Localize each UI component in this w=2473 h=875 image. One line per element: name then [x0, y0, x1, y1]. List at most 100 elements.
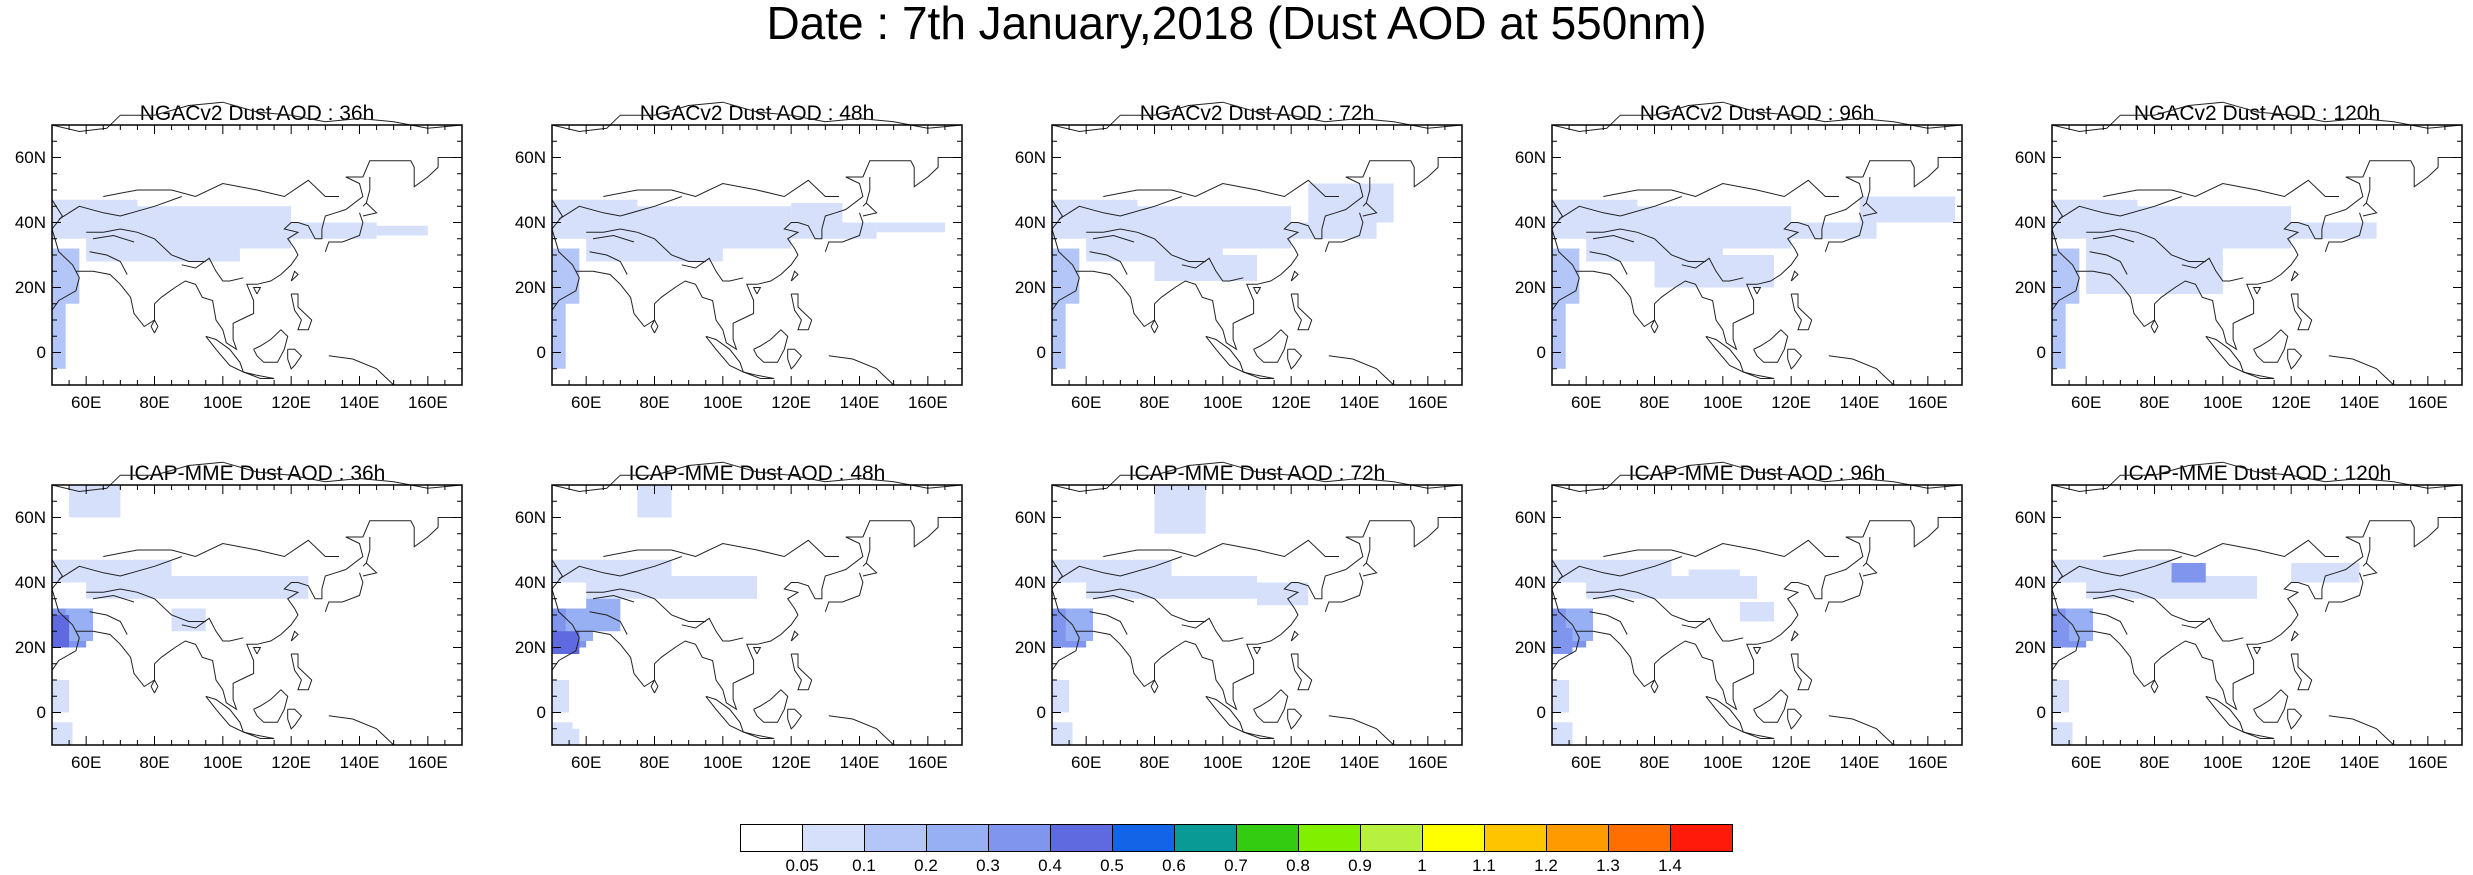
lat-tick-label: 20N [514, 277, 546, 297]
coastline [103, 539, 339, 558]
coastline [1253, 329, 1289, 363]
coastline [89, 251, 128, 275]
lat-tick-label: 20N [514, 637, 546, 657]
dust-region [586, 235, 723, 262]
dust-region [2086, 255, 2223, 294]
coastline [551, 101, 963, 133]
coastline [75, 517, 462, 711]
colorbar-swatch [1298, 824, 1361, 852]
lon-tick-label: 100E [2202, 393, 2243, 412]
coastline [2253, 329, 2289, 363]
lat-tick-label: 0 [2036, 702, 2046, 722]
colorbar-label: 1.3 [1596, 856, 1620, 875]
map-panel: NGACv2 Dust AOD : 120h 60N 40N 20N 0 60E 80E 10… [2015, 101, 2463, 411]
coastline [324, 572, 364, 612]
coastline [1586, 228, 1706, 262]
coastline [1075, 157, 1462, 351]
coastline [592, 234, 635, 243]
coastline [1181, 257, 1244, 282]
coastline [58, 556, 182, 580]
lat-tick-label: 0 [2036, 342, 2046, 362]
coastline [2181, 257, 2244, 282]
coastline [2205, 335, 2245, 373]
lat-tick-label: 0 [1536, 342, 1546, 362]
coastline [1787, 708, 1803, 730]
coastline [650, 678, 659, 694]
coastline [1551, 199, 1580, 311]
lat-tick-label: 0 [1036, 702, 1046, 722]
coastline [92, 594, 135, 603]
colorbar-label: 0.1 [852, 856, 876, 875]
dust-region [1552, 722, 1573, 745]
lat-tick-label: 40N [2014, 572, 2046, 592]
lon-tick-label: 160E [907, 753, 948, 772]
lon-tick-label: 140E [1839, 753, 1880, 772]
coastline [2243, 731, 2275, 739]
coastline [575, 517, 962, 711]
coastline [2362, 562, 2378, 577]
coastline [1365, 177, 1371, 204]
coastline [1681, 617, 1744, 642]
coastline [1551, 101, 1963, 133]
dust-region [376, 225, 428, 236]
dust-region [1052, 199, 1138, 239]
dust-region [52, 294, 66, 369]
lat-tick-label: 0 [36, 342, 46, 362]
coastline [1575, 157, 1962, 351]
coastline [2287, 348, 2303, 370]
lon-tick-label: 160E [1907, 753, 1948, 772]
coastline [1650, 318, 1659, 334]
dust-region [1552, 294, 1566, 369]
coastline [2205, 695, 2245, 733]
lon-tick-label: 80E [1139, 753, 1170, 772]
coastline [2051, 461, 2463, 493]
coastline [362, 562, 378, 577]
coastline [2089, 611, 2128, 635]
colorbar-label: 0.2 [914, 856, 938, 875]
lat-tick-label: 20N [14, 277, 46, 297]
coastline [1575, 517, 1962, 711]
coastline [92, 234, 135, 243]
coastline [2243, 371, 2275, 379]
dust-region [1154, 255, 1257, 281]
colorbar-label: 1.2 [1534, 856, 1558, 875]
lat-tick-label: 0 [536, 702, 546, 722]
lon-tick-label: 100E [1702, 753, 1743, 772]
dust-region [52, 199, 138, 239]
colorbar-label: 0.7 [1224, 856, 1248, 875]
dust-region [1739, 602, 1775, 622]
coastline [1824, 572, 1864, 612]
lon-tick-label: 120E [2271, 393, 2311, 412]
coastline [1362, 202, 1378, 217]
dust-region [552, 680, 570, 713]
lat-tick-label: 40N [1514, 212, 1546, 232]
lon-tick-label: 160E [1407, 393, 1448, 412]
panel-title: NGACv2 Dust AOD : 48h [639, 102, 875, 125]
lat-tick-label: 20N [2014, 637, 2046, 657]
coastline [790, 653, 813, 691]
dust-region [1552, 628, 1573, 654]
lon-tick-label: 140E [2339, 753, 2380, 772]
dust-region [1654, 255, 1775, 288]
dust-region [2291, 563, 2360, 583]
coastline [1089, 611, 1128, 635]
lat-tick-label: 40N [1514, 572, 1546, 592]
coastline [2290, 293, 2313, 331]
coastline [324, 212, 364, 252]
coastline [1150, 678, 1159, 694]
coastline [1287, 708, 1303, 730]
colorbar-swatch [1546, 824, 1609, 852]
coastline [790, 630, 799, 642]
coastline [253, 329, 289, 363]
colorbar-swatch [864, 824, 927, 852]
coastline [824, 212, 864, 252]
coastline [2051, 199, 2080, 311]
coastline [1075, 517, 1462, 711]
map-panel: NGACv2 Dust AOD : 72h 60N 40N 20N 0 60E 80E 100… [1015, 101, 1463, 411]
coastline [1586, 588, 1706, 622]
dust-aod-map [1051, 461, 1463, 746]
coastline [2075, 517, 2462, 711]
coastline [1058, 556, 1182, 580]
lon-tick-label: 120E [271, 753, 311, 772]
coastline [58, 196, 182, 220]
